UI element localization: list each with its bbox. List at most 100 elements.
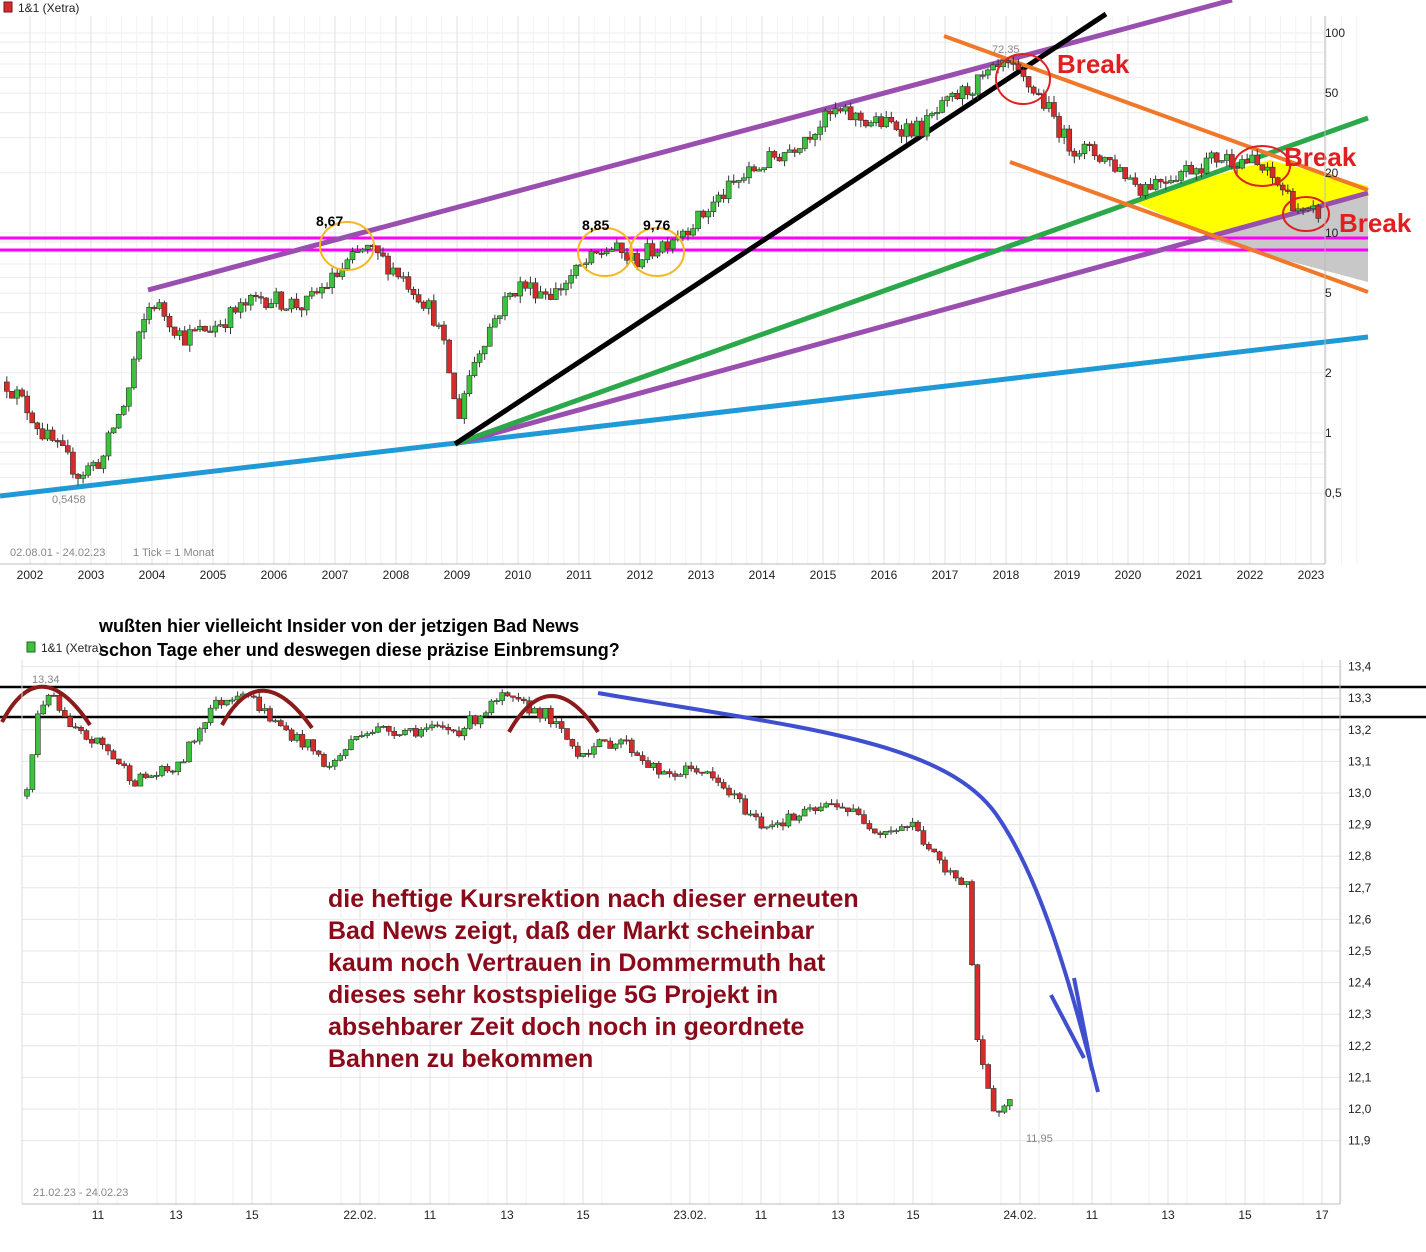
top-candle-body — [1239, 159, 1245, 169]
top-arc-3 — [507, 694, 600, 734]
top-candle-body — [741, 177, 747, 181]
top-candle-body — [344, 259, 351, 270]
bottom-candle-body — [618, 739, 624, 745]
bottom-y-tick-label: 12,5 — [1348, 944, 1372, 958]
top-candle-body — [786, 149, 793, 153]
comment-block: die heftige Kursrektion nach dieser erne… — [328, 885, 859, 1073]
top-candle-body — [176, 330, 183, 336]
bottom-x-tick-label: 22.02. — [343, 1208, 376, 1222]
top-candle-body — [1193, 168, 1200, 175]
bottom-candle-body — [607, 740, 614, 749]
top-candle-body — [4, 381, 10, 392]
top-candle-body — [1117, 167, 1123, 172]
bottom-candle-body — [207, 707, 214, 723]
top-candle-body — [1213, 152, 1220, 163]
top-candle-body — [883, 117, 890, 127]
top-candle-body — [822, 110, 829, 128]
bottom-candle-body — [342, 749, 349, 756]
bottom-candle-body — [985, 1064, 992, 1089]
peak-label-2007: 8,67 — [316, 213, 343, 229]
top-candle-body — [507, 292, 513, 298]
bottom-x-tick-label: 11 — [1086, 1208, 1099, 1222]
top-candle-body — [95, 462, 102, 469]
top-candle-body — [456, 398, 463, 419]
bottom-y-tick-label: 13,0 — [1348, 786, 1372, 800]
orange-channel-upper — [943, 34, 1369, 192]
top-candle-body — [105, 432, 112, 457]
top-candle-body — [766, 151, 773, 168]
break-circle-2018 — [995, 53, 1051, 105]
arrow-stroke-2 — [1072, 977, 1094, 1071]
top-candle-body — [1300, 208, 1306, 211]
bottom-candle-body — [531, 708, 538, 714]
top-candle-body — [492, 318, 498, 328]
bottom-candle-body — [83, 730, 90, 740]
bottom-candle-body — [742, 798, 749, 815]
top-candle-body — [710, 201, 717, 212]
top-candle-body — [1127, 177, 1134, 180]
bottom-candle-body — [650, 763, 657, 768]
top-candle-body — [751, 166, 757, 172]
intraday-chart: 13,34 11,95 1&1 (Xetra) 21.02.23 - 24.02… — [0, 641, 1426, 1222]
bottom-candle-body — [666, 771, 673, 775]
bottom-y-tick-label: 12,4 — [1348, 976, 1372, 990]
bottom-candle-body — [942, 859, 948, 873]
top-candle-body — [873, 116, 879, 123]
bottom-candle-body — [580, 753, 587, 757]
top-candle-body — [1285, 189, 1291, 192]
top-candle-body — [461, 393, 468, 419]
top-x-axis: 2002 2003 2004 2005 2006 2007 2008 2009 2010 2011… — [17, 568, 1325, 582]
top-candle-body — [934, 111, 940, 115]
top-x-tick-label: 2002 — [17, 568, 44, 582]
top-candle-body — [1163, 181, 1169, 184]
bottom-candle-body — [202, 722, 208, 730]
top-x-tick-label: 2003 — [78, 568, 105, 582]
bottom-candle-body — [682, 765, 689, 775]
bottom-candle-body — [304, 739, 311, 748]
bottom-candle-body — [197, 728, 203, 742]
top-candle-body — [1224, 154, 1230, 161]
top-candle-body — [639, 259, 646, 268]
top-candle-body — [705, 211, 712, 218]
top-candle-body — [253, 294, 259, 298]
top-x-tick-label: 2023 — [1298, 568, 1325, 582]
top-candle-body — [1025, 76, 1032, 88]
bottom-candle-body — [56, 695, 63, 711]
top-candle-body — [949, 92, 956, 98]
top-candle-body — [9, 391, 15, 399]
top-candle-body — [842, 106, 849, 112]
top-candle-body — [415, 294, 422, 303]
top-candle-body — [847, 106, 854, 121]
top-candle-body — [980, 74, 986, 77]
bottom-x-axis: 11 13 15 22.02. 11 13 15 23.02. 11 13 15 24.02. 11 13… — [92, 1208, 1329, 1222]
top-candle-body — [537, 291, 544, 299]
top-candle-body — [1051, 102, 1057, 117]
bottom-candle-body — [493, 700, 500, 703]
bottom-candle-body — [29, 754, 36, 790]
top-candle-body — [431, 300, 437, 326]
bottom-candle-body — [936, 851, 943, 861]
bottom-candle-body — [288, 729, 295, 741]
bottom-candle-body — [925, 844, 932, 850]
bottom-y-tick-label: 13,2 — [1348, 723, 1372, 737]
top-candle-body — [985, 69, 991, 76]
bottom-candle-body — [472, 715, 479, 725]
top-candle-body — [100, 455, 107, 469]
top-x-tick-label: 2013 — [688, 568, 715, 582]
top-x-tick-label: 2015 — [810, 568, 837, 582]
top-tick-label: 1 Tick = 1 Monat — [133, 547, 214, 559]
bottom-candle-body — [888, 830, 894, 833]
bottom-candle-body — [170, 770, 176, 773]
top-candle-body — [761, 167, 768, 170]
bottom-candle-body — [736, 793, 743, 800]
top-candle-body — [903, 123, 910, 137]
bottom-candle-body — [931, 848, 938, 853]
top-candle-body — [298, 307, 305, 311]
top-candle-body — [725, 180, 732, 199]
bottom-candle-body — [126, 765, 133, 782]
bottom-x-tick-label: 13 — [169, 1208, 183, 1222]
bottom-candle-body — [385, 726, 392, 732]
bottom-candle-body — [61, 710, 68, 717]
bottom-candle-body — [893, 830, 900, 833]
